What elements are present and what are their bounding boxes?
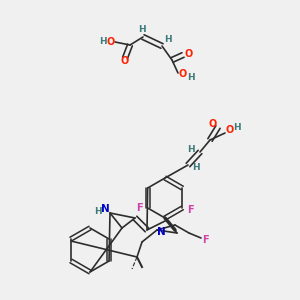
- Text: H: H: [187, 73, 195, 82]
- Text: N: N: [100, 204, 109, 214]
- Text: N: N: [157, 227, 165, 237]
- Text: H: H: [164, 34, 172, 43]
- Text: O: O: [226, 125, 234, 135]
- Text: H: H: [187, 145, 195, 154]
- Text: F: F: [136, 203, 143, 213]
- Text: H: H: [94, 206, 102, 215]
- Text: H: H: [233, 124, 241, 133]
- Text: O: O: [121, 56, 129, 66]
- Text: F: F: [202, 235, 208, 245]
- Text: H: H: [138, 26, 146, 34]
- Text: H: H: [99, 38, 107, 46]
- Text: O: O: [107, 37, 115, 47]
- Text: O: O: [179, 69, 187, 79]
- Text: F: F: [187, 205, 194, 215]
- Text: O: O: [185, 49, 193, 59]
- Text: O: O: [209, 119, 217, 129]
- Text: H: H: [192, 163, 200, 172]
